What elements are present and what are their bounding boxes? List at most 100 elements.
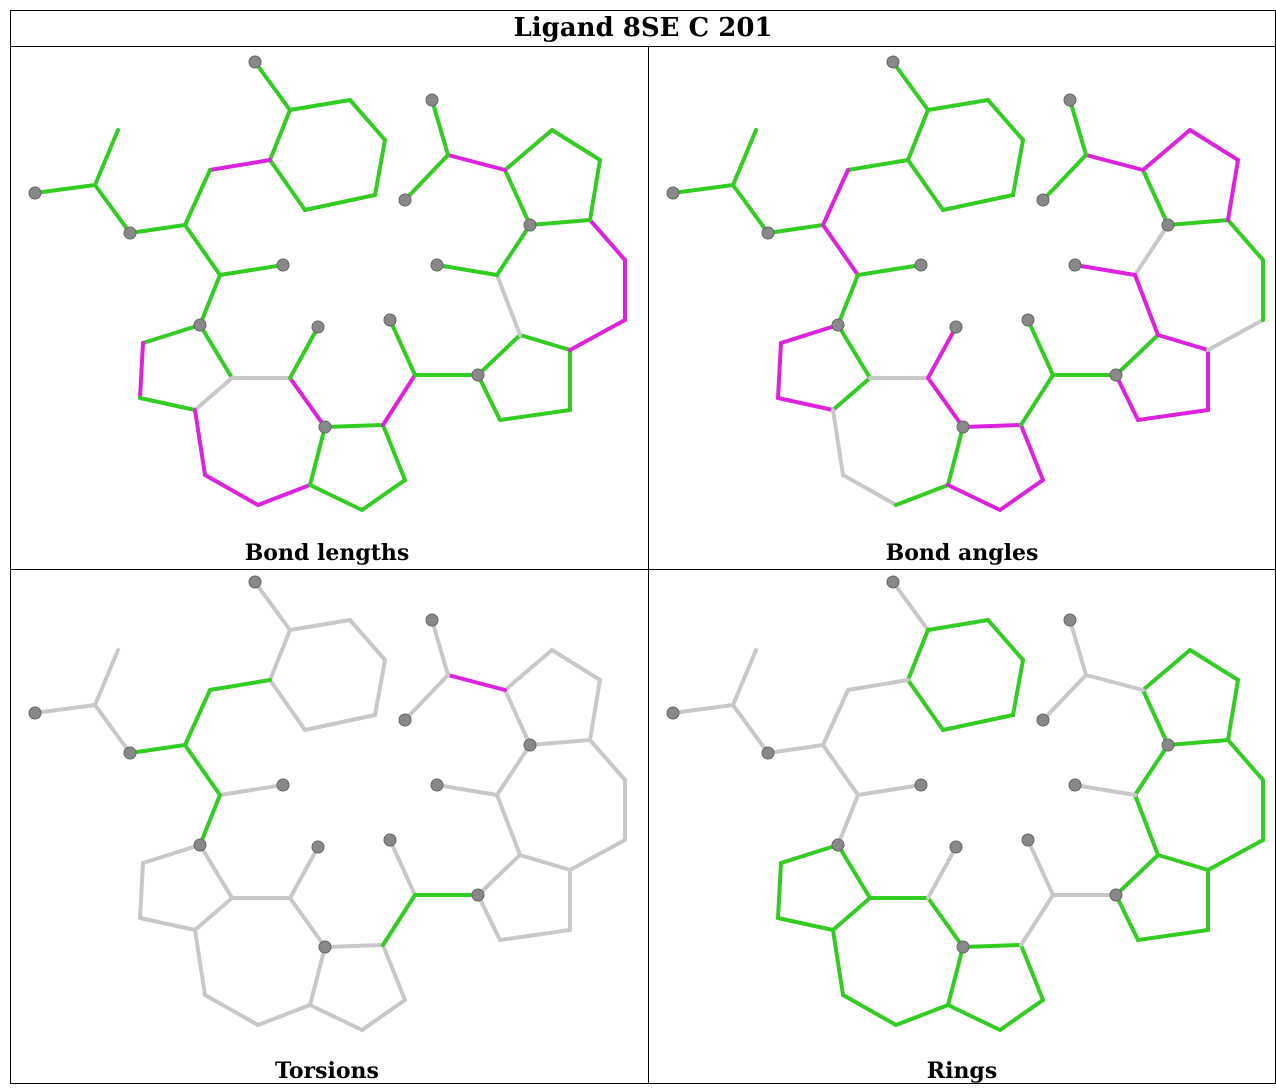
bond — [906, 108, 930, 162]
bond — [93, 703, 132, 755]
bond — [986, 98, 1025, 142]
bond — [831, 896, 872, 932]
bond — [141, 323, 202, 345]
bond — [1226, 158, 1240, 222]
atom — [430, 258, 444, 272]
atom — [425, 93, 439, 107]
bond — [926, 845, 958, 900]
atom — [886, 575, 900, 589]
bond — [33, 703, 97, 715]
bond — [495, 793, 522, 857]
bond — [498, 928, 572, 942]
bond — [268, 108, 292, 162]
bond — [218, 263, 285, 277]
bond — [961, 943, 1023, 949]
atom — [123, 226, 137, 240]
bond — [568, 318, 627, 352]
bond — [430, 98, 450, 157]
bond — [430, 618, 450, 677]
atom — [318, 420, 332, 434]
bond — [503, 688, 532, 747]
bond — [1141, 688, 1170, 747]
atom — [1109, 368, 1123, 382]
atom — [523, 738, 537, 752]
bond — [446, 153, 507, 172]
bond — [93, 128, 120, 187]
bond — [403, 153, 450, 202]
atom — [1068, 778, 1082, 792]
bond — [671, 183, 735, 195]
atom — [248, 55, 262, 69]
bond — [373, 658, 387, 717]
atom — [949, 840, 963, 854]
bond — [1114, 853, 1160, 897]
bond — [731, 703, 770, 755]
bond — [1019, 423, 1045, 482]
bond — [986, 618, 1025, 662]
bond — [1011, 138, 1025, 197]
atom — [193, 318, 207, 332]
bond — [288, 376, 327, 429]
bond — [495, 743, 532, 797]
bond — [776, 861, 783, 920]
bond — [323, 943, 385, 949]
bond — [831, 376, 872, 412]
bond — [946, 425, 965, 487]
bond — [1188, 648, 1240, 682]
bond — [203, 473, 260, 507]
bond — [373, 138, 387, 197]
bond — [193, 896, 234, 932]
table-border — [10, 10, 1276, 1084]
bond — [671, 703, 735, 715]
bond — [183, 168, 212, 227]
bond — [831, 928, 845, 997]
bond — [926, 896, 965, 949]
bond — [731, 183, 770, 235]
bond — [138, 341, 145, 400]
bond — [528, 738, 592, 747]
panel-caption: Rings — [927, 1058, 997, 1084]
bond — [1141, 648, 1192, 692]
bond — [253, 60, 292, 112]
atom — [914, 258, 928, 272]
atom — [1063, 613, 1077, 627]
bond — [128, 223, 187, 235]
atom — [425, 613, 439, 627]
bond — [323, 423, 385, 429]
atom — [1036, 713, 1050, 727]
bond — [495, 273, 522, 337]
bond — [268, 628, 292, 682]
bond — [381, 893, 417, 947]
bond — [1156, 333, 1210, 352]
bond — [1084, 673, 1145, 692]
atom — [276, 778, 290, 792]
atom — [430, 778, 444, 792]
atom — [123, 746, 137, 760]
bond — [1133, 743, 1170, 797]
atom — [1109, 888, 1123, 902]
bond — [1026, 838, 1055, 897]
bond — [256, 483, 312, 507]
table-title: Ligand 8SE C 201 — [513, 13, 772, 43]
bond — [268, 158, 307, 212]
bond — [1133, 273, 1160, 337]
bond — [946, 1003, 1002, 1032]
bond — [360, 998, 407, 1032]
bond — [550, 128, 602, 162]
bond — [288, 845, 320, 900]
bond — [93, 183, 132, 235]
bond — [568, 838, 627, 872]
bond — [836, 793, 860, 847]
bond — [388, 838, 417, 897]
bond — [926, 325, 958, 380]
bond — [961, 423, 1023, 429]
bond — [208, 158, 272, 172]
bond — [253, 580, 292, 632]
panel-caption: Torsions — [275, 1058, 379, 1084]
atom — [666, 706, 680, 720]
bond — [348, 98, 387, 142]
bond — [476, 893, 502, 942]
bond — [198, 793, 222, 847]
bond — [1019, 373, 1055, 427]
